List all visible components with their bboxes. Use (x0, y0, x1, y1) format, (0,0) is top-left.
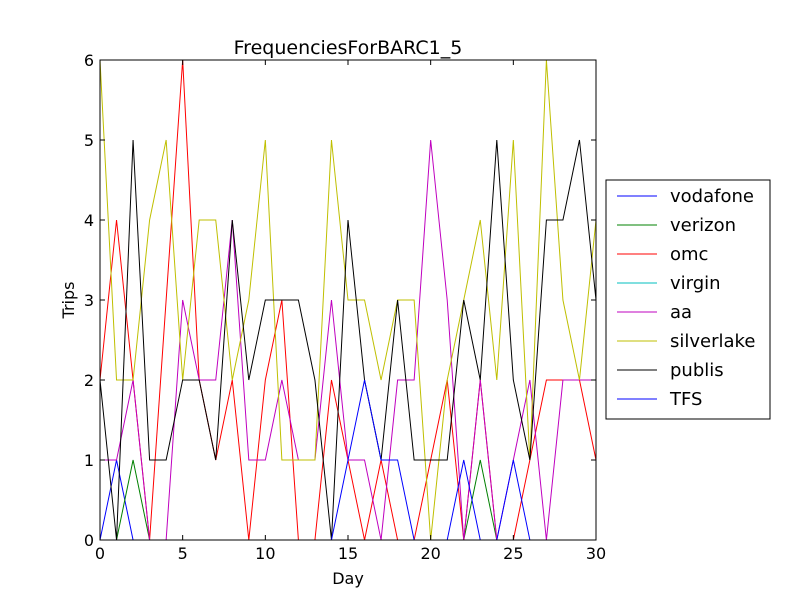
y-tick-label: 2 (84, 371, 94, 390)
legend-label-omc: omc (670, 244, 708, 265)
series-line-publis (99, 139, 597, 541)
series-line-aa (100, 139, 596, 541)
x-tick-label: 15 (338, 544, 358, 563)
legend: vodafone verizon omc virgin aa silverlake publ… (605, 179, 771, 420)
y-tick-label: 0 (84, 531, 94, 550)
legend-label-tfs: TFS (669, 389, 702, 410)
x-tick-label: 10 (255, 544, 275, 563)
x-tick-label: 30 (586, 544, 606, 563)
legend-frame (605, 179, 771, 420)
y-tick-label: 5 (84, 131, 94, 150)
legend-label-virgin: virgin (670, 273, 721, 294)
legend-label-verizon: verizon (670, 215, 736, 236)
x-tick-label: 25 (503, 544, 523, 563)
y-axis-label: Trips (59, 282, 78, 320)
y-tick-label: 1 (84, 451, 94, 470)
y-tick-label: 3 (84, 291, 94, 310)
series-layer (99, 59, 597, 541)
x-tick-label: 0 (95, 544, 105, 563)
x-axis-label: Day (332, 569, 364, 588)
legend-label-aa: aa (670, 302, 692, 323)
chart-title: FrequenciesForBARC1_5 (234, 37, 463, 59)
axis-ticks: 0 5 10 15 20 25 30 0 1 2 3 4 5 6 (84, 51, 606, 563)
x-tick-label: 5 (178, 544, 188, 563)
series-line-tfs (100, 379, 596, 541)
legend-label-publis: publis (670, 360, 724, 381)
legend-label-silverlake: silverlake (670, 331, 755, 352)
legend-label-vodafone: vodafone (670, 186, 754, 207)
x-tick-label: 20 (420, 544, 440, 563)
y-tick-label: 4 (84, 211, 94, 230)
series-line-silverlake (99, 59, 597, 541)
y-tick-label: 6 (84, 51, 94, 70)
